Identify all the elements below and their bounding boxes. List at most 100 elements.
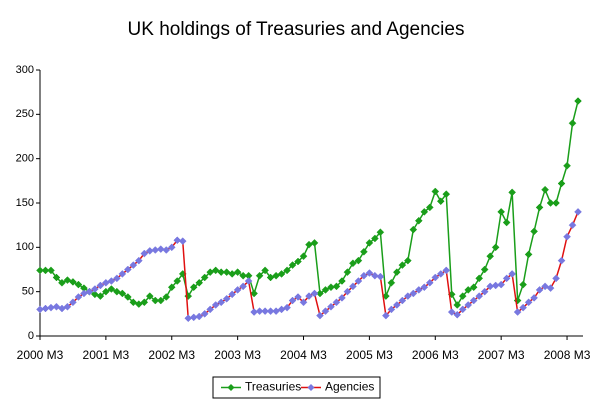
- data-point: [354, 277, 363, 285]
- data-point: [535, 203, 544, 212]
- y-tick-label: 50: [22, 286, 34, 298]
- data-point: [206, 305, 215, 314]
- y-tick-label: 100: [16, 241, 34, 253]
- x-tick-label: 2006 M3: [412, 348, 459, 362]
- data-point: [557, 179, 566, 188]
- data-point: [519, 280, 527, 289]
- data-point: [321, 286, 330, 294]
- data-point: [244, 277, 253, 285]
- data-point: [414, 216, 423, 225]
- data-point: [491, 243, 500, 252]
- x-tick-label: 2005 M3: [346, 348, 393, 362]
- data-point: [294, 293, 302, 301]
- data-point: [107, 277, 116, 285]
- data-point: [546, 284, 555, 292]
- data-point: [530, 227, 538, 236]
- data-point: [310, 239, 319, 247]
- data-point: [47, 266, 55, 275]
- data-point: [195, 312, 204, 321]
- data-point: [497, 208, 506, 216]
- data-point: [294, 257, 302, 266]
- data-point: [310, 289, 319, 298]
- data-point: [63, 302, 72, 311]
- data-point: [151, 296, 160, 305]
- data-point: [167, 243, 176, 252]
- data-point: [343, 287, 352, 296]
- data-point: [211, 301, 220, 309]
- legend-label: Agencies: [325, 380, 374, 394]
- data-point: [327, 302, 335, 311]
- data-point: [217, 268, 226, 277]
- data-point: [107, 285, 116, 293]
- data-point: [91, 285, 99, 293]
- data-point: [332, 282, 341, 291]
- data-point: [519, 303, 527, 312]
- data-point: [392, 268, 401, 277]
- data-point: [563, 232, 571, 241]
- x-tick-label: 2004 M3: [280, 348, 327, 362]
- data-point: [563, 161, 571, 170]
- legend-label: Treasuries: [245, 380, 301, 394]
- legend-box: [212, 376, 381, 399]
- data-point: [162, 246, 171, 254]
- data-point: [118, 289, 127, 298]
- data-point: [233, 268, 242, 277]
- y-tick-label: 300: [16, 64, 34, 76]
- data-point: [502, 274, 511, 283]
- data-point: [283, 266, 291, 275]
- data-point: [250, 289, 258, 298]
- data-point: [162, 293, 171, 301]
- data-point: [129, 298, 138, 307]
- data-point: [469, 283, 478, 292]
- data-point: [41, 304, 50, 313]
- data-point: [239, 282, 247, 291]
- data-point: [316, 311, 324, 320]
- data-point: [365, 269, 374, 277]
- data-point: [557, 256, 566, 265]
- data-point: [546, 199, 555, 207]
- data-point: [316, 289, 324, 298]
- data-point: [480, 265, 489, 274]
- data-point: [91, 290, 99, 299]
- data-point: [134, 256, 143, 265]
- y-tick-label: 0: [28, 330, 34, 342]
- series-line: [39, 211, 579, 320]
- data-point: [156, 296, 165, 305]
- data-point: [469, 296, 478, 305]
- chart-title: UK holdings of Treasuries and Agencies: [128, 19, 465, 40]
- data-point: [36, 305, 44, 314]
- data-point: [113, 274, 121, 283]
- y-tick-label: 150: [16, 197, 34, 209]
- data-point: [261, 307, 269, 316]
- data-point: [552, 199, 560, 207]
- data-point: [574, 208, 582, 216]
- data-point: [447, 308, 456, 316]
- data-point: [140, 249, 149, 258]
- data-point: [332, 298, 341, 307]
- data-point: [58, 278, 66, 287]
- legend-marker: [307, 384, 315, 391]
- data-point: [211, 266, 220, 275]
- data-point: [151, 246, 160, 254]
- data-point: [261, 266, 269, 275]
- data-point: [431, 187, 440, 196]
- data-point: [513, 308, 522, 316]
- data-point: [338, 277, 346, 285]
- data-point: [156, 245, 165, 253]
- data-point: [277, 270, 286, 278]
- data-point: [420, 283, 429, 292]
- data-point: [299, 252, 308, 261]
- x-tick-label: 2007 M3: [478, 348, 525, 362]
- data-point: [222, 294, 231, 303]
- data-point: [403, 256, 412, 265]
- data-point: [535, 286, 544, 294]
- data-point: [173, 236, 182, 245]
- data-point: [173, 277, 182, 285]
- data-point: [475, 292, 484, 300]
- data-point: [178, 237, 187, 245]
- data-point: [475, 274, 484, 283]
- data-point: [436, 197, 445, 206]
- data-point: [145, 292, 154, 300]
- data-point: [349, 259, 357, 268]
